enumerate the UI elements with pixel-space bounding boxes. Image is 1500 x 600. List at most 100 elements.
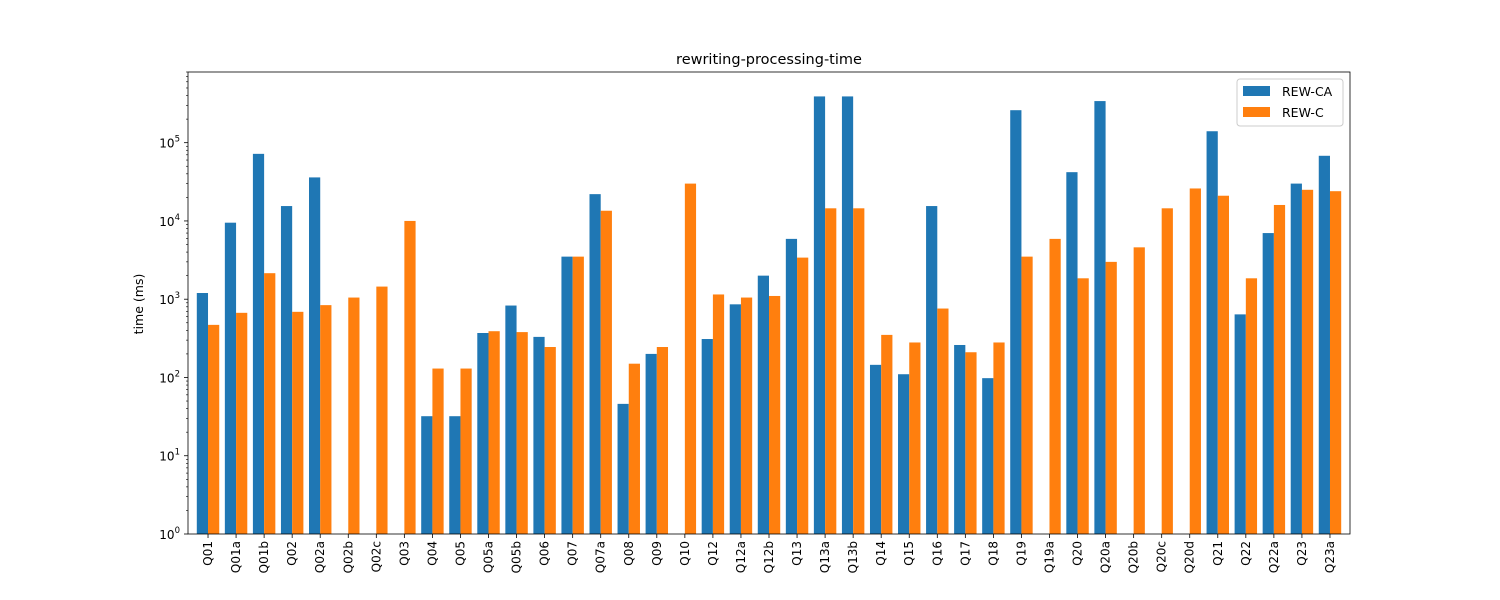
x-tick-label: Q04 xyxy=(425,541,439,566)
bar-rew-c-q13a xyxy=(825,208,837,534)
x-tick-label: Q12 xyxy=(706,541,720,566)
x-tick-label: Q03 xyxy=(397,541,411,566)
bar-rew-c-q02b xyxy=(348,297,360,534)
bar-rew-c-q22 xyxy=(1245,278,1258,534)
bar-rew-c-q16 xyxy=(937,308,949,534)
bar-rew-c-q20d xyxy=(1189,188,1201,534)
bar-rew-ca-q01b xyxy=(252,153,265,534)
bar-rew-ca-q20a xyxy=(1094,101,1106,534)
bar-rew-c-q13b xyxy=(853,208,865,534)
x-tick-label: Q20c xyxy=(1155,541,1169,572)
bar-rew-ca-q07a xyxy=(589,194,601,534)
bars-layer xyxy=(196,96,1342,535)
y-tick-label: 105 xyxy=(159,135,180,151)
x-tick-label: Q05 xyxy=(453,541,467,566)
bar-rew-c-q06 xyxy=(544,347,556,534)
x-tick-label: Q18 xyxy=(986,541,1000,566)
x-tick-label: Q21 xyxy=(1211,541,1225,566)
x-tick-label: Q20a xyxy=(1099,541,1113,573)
x-tick-label: Q22 xyxy=(1239,541,1253,566)
bar-rew-c-q05b xyxy=(516,332,528,534)
bar-rew-c-q19 xyxy=(1021,256,1033,534)
x-tick-label: Q01b xyxy=(257,541,271,573)
bar-rew-ca-q20 xyxy=(1066,172,1078,535)
x-tick-label: Q15 xyxy=(902,541,916,566)
x-tick-label: Q22a xyxy=(1267,541,1281,573)
bar-rew-c-q12 xyxy=(712,294,725,534)
x-tick-label: Q13a xyxy=(818,541,832,573)
bar-rew-c-q15 xyxy=(909,342,921,534)
chart-title: rewriting-processing-time xyxy=(676,52,862,68)
bar-rew-c-q20 xyxy=(1077,278,1089,534)
x-tick-label: Q09 xyxy=(650,541,664,566)
x-tick-label: Q07 xyxy=(566,541,580,566)
x-tick-label: Q13b xyxy=(846,541,860,573)
legend: REW-CA REW-C xyxy=(1236,78,1344,127)
legend-label-rew-c: REW-C xyxy=(1282,105,1324,120)
bar-rew-ca-q02 xyxy=(280,206,293,535)
bar-rew-c-q14 xyxy=(881,334,893,534)
y-tick-label: 101 xyxy=(159,448,180,464)
bar-rew-ca-q05a xyxy=(477,333,489,534)
x-tick-label: Q14 xyxy=(874,541,888,566)
bar-rew-ca-q01 xyxy=(196,293,209,534)
x-tick-label: Q07a xyxy=(594,541,608,573)
bar-rew-c-q04 xyxy=(432,368,444,534)
bar-rew-c-q20c xyxy=(1161,208,1173,534)
bar-rew-ca-q22a xyxy=(1262,233,1274,534)
bar-rew-ca-q13a xyxy=(813,96,826,535)
legend-swatch-rew-ca xyxy=(1243,86,1270,96)
x-tick-label: Q05b xyxy=(510,541,524,573)
x-tick-label: Q02b xyxy=(341,541,355,573)
y-tick-label: 103 xyxy=(159,291,180,307)
bar-rew-ca-q22 xyxy=(1234,314,1246,534)
y-axis-label: time (ms) xyxy=(131,274,146,335)
bar-rew-ca-q04 xyxy=(421,416,433,534)
bar-rew-c-q12a xyxy=(740,297,753,534)
bar-rew-ca-q14 xyxy=(869,364,882,534)
bar-rew-c-q01b xyxy=(264,273,276,534)
x-tick-label: Q16 xyxy=(930,541,944,566)
bar-rew-c-q01a xyxy=(236,312,248,534)
plot-frame xyxy=(187,71,1351,535)
bar-rew-c-q23a xyxy=(1329,191,1342,534)
bar-rew-ca-q09 xyxy=(645,353,657,534)
x-tick-label: Q05a xyxy=(482,541,496,573)
bar-rew-c-q22a xyxy=(1273,204,1286,534)
bar-rew-c-q07 xyxy=(572,256,584,534)
legend-label-rew-ca: REW-CA xyxy=(1282,84,1333,99)
bar-rew-ca-q07 xyxy=(561,256,573,534)
x-tick-label: Q20 xyxy=(1071,541,1085,566)
bar-rew-ca-q16 xyxy=(926,206,938,535)
bar-rew-ca-q13b xyxy=(841,96,854,535)
bar-rew-c-q21 xyxy=(1217,195,1229,535)
bar-rew-c-q02 xyxy=(292,311,304,534)
y-tick-label: 100 xyxy=(159,526,180,542)
legend-swatch-rew-c xyxy=(1243,107,1270,117)
bar-rew-ca-q01a xyxy=(224,222,237,534)
bar-rew-c-q08 xyxy=(628,363,640,534)
x-tick-label: Q06 xyxy=(538,541,552,566)
bar-rew-c-q02a xyxy=(320,305,332,534)
x-tick-label: Q02c xyxy=(369,541,383,572)
bar-rew-ca-q13 xyxy=(785,238,798,534)
bar-rew-c-q13 xyxy=(797,257,809,534)
axes-layer: Q01 Q01a Q01b Q02 Q02a Q02b Q02c Q03 Q04 Q05 Q05a Q… xyxy=(159,71,1351,573)
bar-rew-c-q17 xyxy=(965,352,977,534)
x-tick-label: Q02 xyxy=(285,541,299,566)
x-tick-label: Q01a xyxy=(229,541,243,573)
x-tick-label: Q12a xyxy=(734,541,748,573)
bar-rew-ca-q05 xyxy=(449,416,461,534)
x-tick-label: Q23 xyxy=(1295,541,1309,566)
bar-rew-c-q10 xyxy=(684,183,697,534)
bar-rew-c-q20a xyxy=(1105,261,1117,534)
bar-rew-ca-q19 xyxy=(1010,110,1022,534)
bar-rew-ca-q12 xyxy=(701,339,713,534)
x-tick-label: Q23a xyxy=(1323,541,1337,573)
bar-rew-ca-q12b xyxy=(757,275,769,534)
bar-rew-c-q12b xyxy=(769,295,781,534)
y-tick-label: 104 xyxy=(159,213,180,229)
bar-rew-ca-q12a xyxy=(729,304,741,534)
bar-rew-c-q20b xyxy=(1133,247,1145,534)
